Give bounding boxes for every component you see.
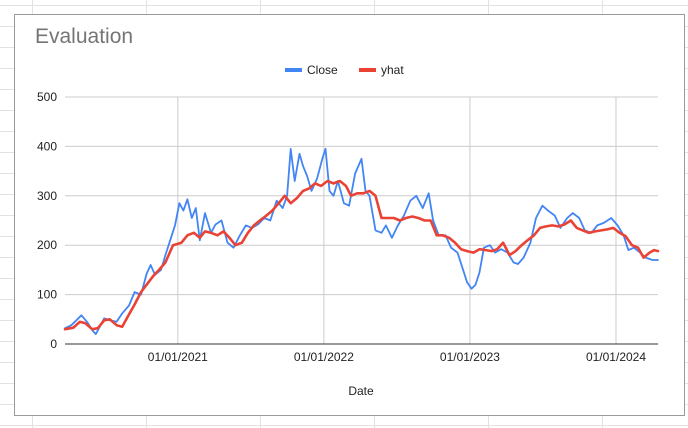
y-tick-label: 100 xyxy=(37,288,57,302)
y-tick-label: 0 xyxy=(50,337,57,351)
y-tick-label: 200 xyxy=(37,238,57,252)
y-axis-ticks: 0 100 200 300 400 500 xyxy=(37,90,57,351)
x-axis-title: Date xyxy=(348,384,374,398)
y-tick-label: 500 xyxy=(37,90,57,104)
x-axis-ticks: 01/01/2021 01/01/2022 01/01/2023 01/01/2024 xyxy=(148,350,647,364)
legend: Close yhat xyxy=(285,63,404,77)
series-line-close xyxy=(64,148,659,335)
legend-item-close[interactable]: Close xyxy=(285,63,338,77)
legend-label-close: Close xyxy=(307,63,338,77)
x-tick-label: 01/01/2024 xyxy=(586,350,646,364)
x-tick-label: 01/01/2022 xyxy=(294,350,354,364)
gridlines xyxy=(65,96,658,344)
series-line-yhat xyxy=(63,179,660,331)
legend-item-yhat[interactable]: yhat xyxy=(359,63,404,77)
series-lines xyxy=(63,148,660,335)
y-tick-label: 300 xyxy=(37,189,57,203)
x-tick-label: 01/01/2023 xyxy=(440,350,500,364)
y-tick-label: 400 xyxy=(37,139,57,153)
chart-title: Evaluation xyxy=(35,25,134,48)
legend-label-yhat: yhat xyxy=(381,63,404,77)
x-tick-label: 01/01/2021 xyxy=(148,350,208,364)
chart-card[interactable]: Evaluation 0 100 200 300 400 500 01/01/2021 01… xyxy=(14,14,685,416)
